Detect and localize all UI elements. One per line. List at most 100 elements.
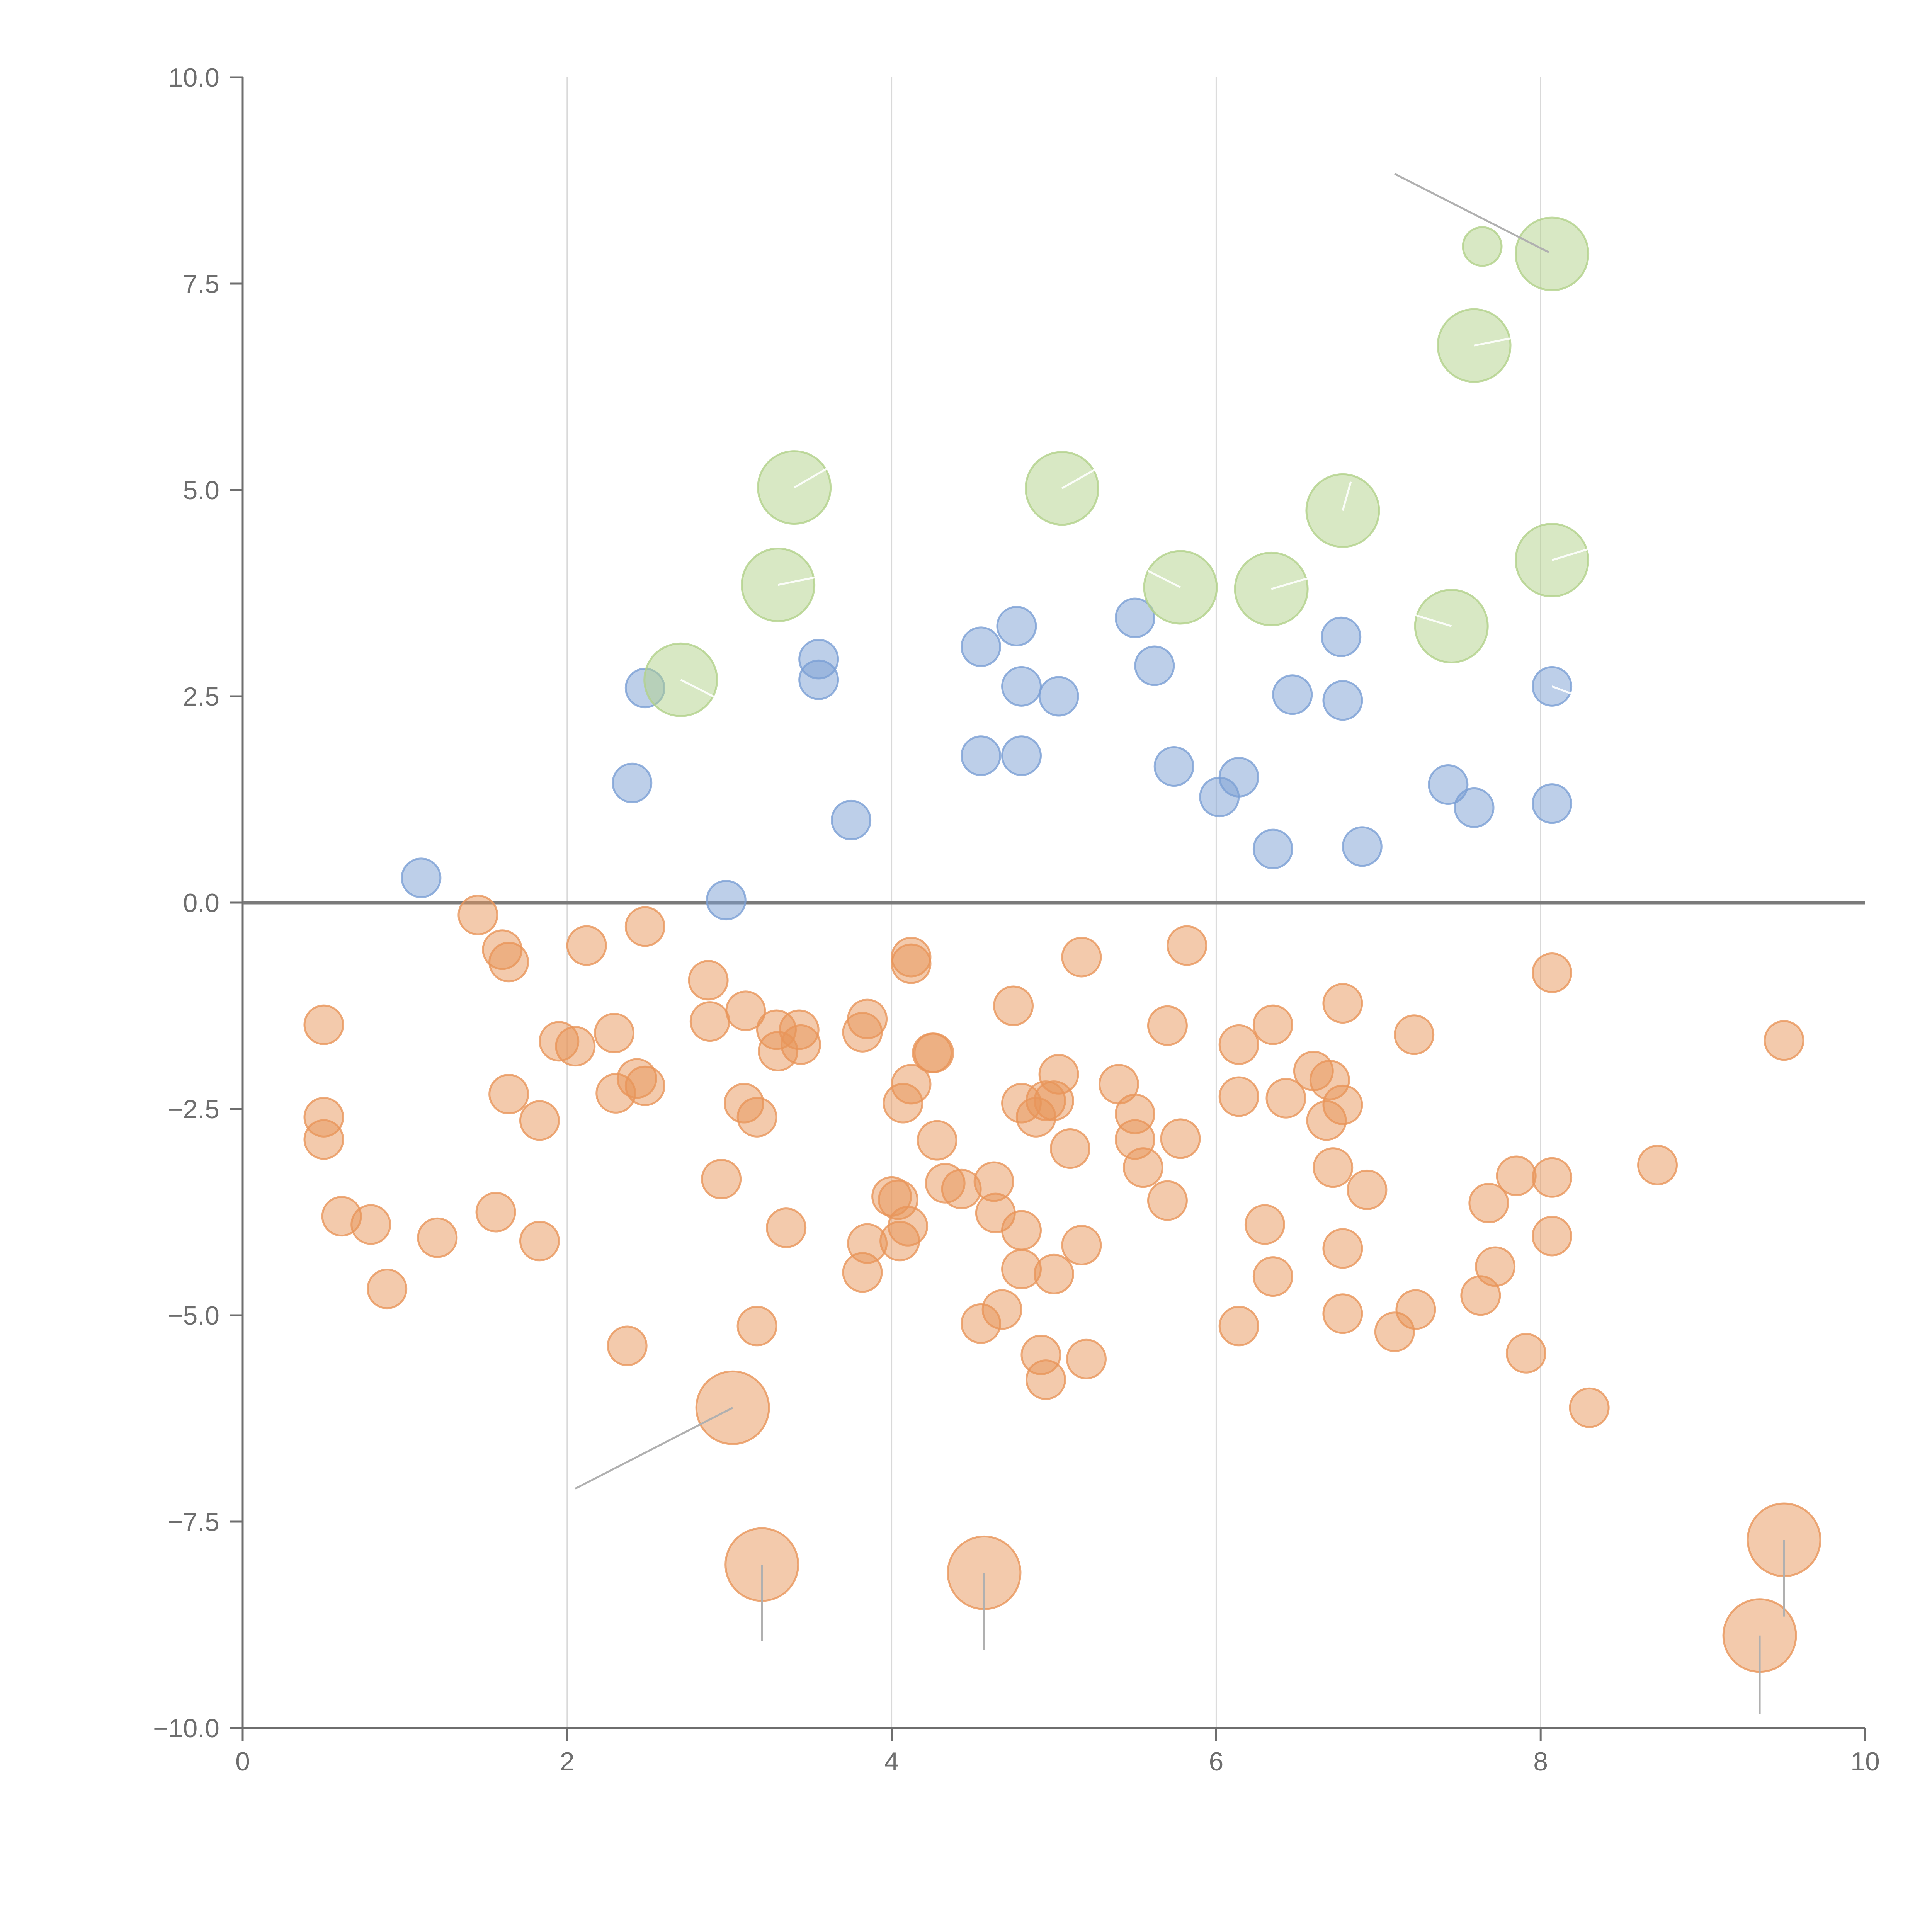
point-orange-56 xyxy=(993,985,1034,1026)
point-blue-14 xyxy=(1134,645,1175,686)
axes-layer xyxy=(230,76,1866,1741)
point-orange-103 xyxy=(1532,1157,1573,1198)
point-orange-27 xyxy=(725,990,766,1031)
point-blue-24 xyxy=(1454,787,1495,828)
point-orange-15 xyxy=(555,1026,596,1067)
point-blue-20 xyxy=(1321,616,1362,657)
y-tick-label-7: 7.5 xyxy=(183,269,219,299)
x-tick-label-5: 10 xyxy=(1850,1747,1880,1776)
annotation-line-8 xyxy=(794,466,831,488)
point-blue-1 xyxy=(612,762,653,803)
x-tick-label-4: 8 xyxy=(1533,1747,1548,1776)
annotation-line-1 xyxy=(575,1407,733,1490)
point-orange-23 xyxy=(688,960,729,1001)
point-orange-101 xyxy=(1496,1155,1537,1196)
x-tick-label-2: 4 xyxy=(884,1747,899,1776)
point-orange-66 xyxy=(1038,1054,1079,1095)
point-blue-3 xyxy=(706,880,747,921)
point-blue-8 xyxy=(961,735,1002,776)
y-tick-label-8: 10.0 xyxy=(168,63,219,92)
point-orange-5 xyxy=(367,1269,408,1310)
tick-label-layer: 0 2 4 6 8 10 −10.0 −7.5 −5.0 −2.5 0.0 2.5 5.0 7.5 10.0 xyxy=(153,63,1880,1776)
points-layer xyxy=(303,216,1821,1673)
point-green-10 xyxy=(1515,216,1590,291)
point-blue-0 xyxy=(401,857,442,898)
point-orange-70 xyxy=(1066,1338,1107,1379)
point-orange-84 xyxy=(1252,1256,1293,1297)
x-tick-label-3: 6 xyxy=(1209,1747,1223,1776)
annotation-line-9 xyxy=(1061,464,1103,489)
point-blue-9 xyxy=(996,605,1037,646)
point-orange-97 xyxy=(1395,1289,1436,1330)
point-orange-76 xyxy=(1147,1180,1188,1221)
point-orange-89 xyxy=(1313,1147,1354,1188)
annotation-line-10 xyxy=(1147,570,1181,588)
point-orange-93 xyxy=(1322,983,1363,1024)
point-orange-13 xyxy=(519,1221,560,1262)
point-green-9 xyxy=(1515,523,1590,598)
point-green-1 xyxy=(741,548,816,622)
point-orange-65 xyxy=(1034,1253,1074,1294)
point-orange-82 xyxy=(1244,1204,1285,1245)
point-orange-78 xyxy=(1167,925,1208,966)
point-orange-49 xyxy=(917,1120,957,1161)
point-orange-29 xyxy=(736,1306,777,1347)
point-orange-2 xyxy=(303,1119,344,1160)
point-blue-5 xyxy=(798,659,839,700)
annotation-line-0 xyxy=(1394,173,1549,253)
y-tick-label-5: 2.5 xyxy=(183,682,219,711)
point-orange-69 xyxy=(1061,1225,1102,1265)
annotation-line-6 xyxy=(680,679,722,701)
point-orange-8 xyxy=(475,1192,516,1233)
point-orange-46 xyxy=(891,1064,932,1105)
point-orange-16 xyxy=(566,925,607,966)
point-orange-92 xyxy=(1322,1084,1363,1125)
point-green-small-0 xyxy=(1462,226,1503,267)
point-orange-6 xyxy=(417,1217,458,1258)
point-orange-100 xyxy=(1475,1246,1516,1287)
point-orange-102 xyxy=(1505,1333,1546,1374)
point-blue-7 xyxy=(961,626,1002,667)
annotation-line-13 xyxy=(1410,613,1452,627)
y-tick-label-0: −10.0 xyxy=(153,1714,219,1743)
annotation-line-15 xyxy=(1551,547,1593,561)
point-orange-108 xyxy=(1764,1020,1804,1061)
point-orange-10 xyxy=(488,942,529,983)
point-orange-106 xyxy=(1569,1387,1610,1428)
point-orange-11 xyxy=(488,1074,529,1115)
y-tick-label-3: −2.5 xyxy=(168,1095,219,1124)
point-orange-83 xyxy=(1252,1004,1293,1045)
point-orange-80 xyxy=(1218,1076,1259,1117)
point-orange-19 xyxy=(607,1325,648,1366)
point-orange-75 xyxy=(1147,1005,1188,1046)
point-orange-107 xyxy=(1637,1145,1678,1185)
point-orange-55 xyxy=(981,1289,1022,1330)
point-orange-68 xyxy=(1061,937,1102,978)
point-orange-58 xyxy=(1001,1210,1042,1251)
point-orange-62 xyxy=(1026,1359,1066,1400)
point-orange-4 xyxy=(350,1204,391,1245)
point-orange-34 xyxy=(780,1024,821,1065)
x-tick-label-0: 0 xyxy=(235,1747,250,1776)
point-orange-24 xyxy=(689,1001,730,1042)
y-tick-label-2: −5.0 xyxy=(168,1301,219,1330)
point-blue-18 xyxy=(1252,828,1293,869)
point-orange-28 xyxy=(736,1097,777,1138)
point-orange-17 xyxy=(594,1012,635,1053)
point-orange-74 xyxy=(1122,1147,1163,1188)
point-orange-45 xyxy=(891,943,932,984)
point-orange-38 xyxy=(847,998,888,1039)
point-orange-48 xyxy=(913,1032,954,1073)
y-tick-label-6: 5.0 xyxy=(183,476,219,505)
point-blue-19 xyxy=(1272,674,1313,715)
y-tick-label-1: −7.5 xyxy=(168,1507,219,1537)
annotation-line-16 xyxy=(1551,685,1590,702)
point-orange-21 xyxy=(624,1065,665,1106)
point-blue-23 xyxy=(1428,764,1469,805)
point-blue-12 xyxy=(1038,676,1079,717)
point-orange-99 xyxy=(1468,1183,1509,1224)
point-orange-96 xyxy=(1394,1014,1435,1055)
point-orange-0 xyxy=(303,1004,344,1045)
point-orange-79 xyxy=(1218,1024,1259,1065)
